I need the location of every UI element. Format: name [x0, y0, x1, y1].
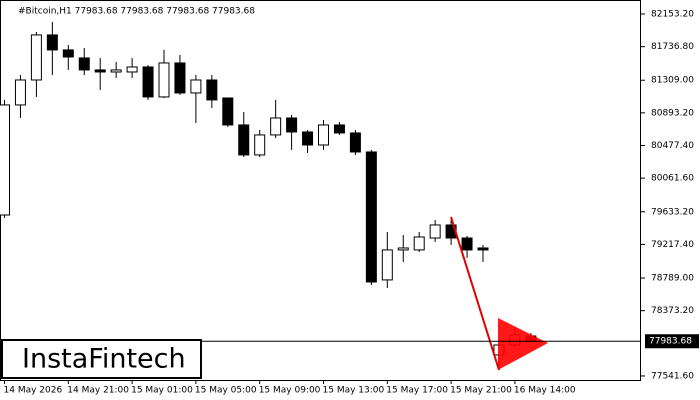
- y-tick-label: 80893.20: [651, 108, 694, 118]
- candle-body: [126, 66, 138, 73]
- candle-body: [477, 247, 489, 251]
- chart-title: #Bitcoin,H1 77983.68 77983.68 77983.68 7…: [18, 7, 255, 17]
- candle-body: [158, 62, 170, 98]
- x-tick-label: 15 May 13:00: [323, 386, 385, 396]
- pattern-line: [450, 216, 500, 371]
- candle-body: [461, 237, 473, 251]
- candle-body: [349, 132, 361, 153]
- candle-body: [397, 247, 409, 251]
- candle-body: [0, 104, 10, 216]
- candle-body: [206, 79, 218, 101]
- y-tick-label: 78789.00: [651, 274, 694, 284]
- candle-body: [429, 224, 441, 239]
- y-tick-label: 80061.60: [651, 174, 694, 184]
- candle-body: [14, 79, 26, 106]
- price-tag: [645, 334, 699, 349]
- brand-logo: InstaFintech: [22, 344, 186, 375]
- candle-body: [30, 34, 42, 81]
- y-tick-label: 78373.20: [651, 306, 694, 316]
- x-tick-label: 15 May 01:00: [131, 386, 193, 396]
- y-tick-label: 79633.20: [651, 207, 694, 217]
- x-tick-label: 15 May 17:00: [386, 386, 448, 396]
- candle-body: [270, 117, 282, 136]
- pennant-marker: [498, 318, 548, 370]
- x-tick-label: 14 May 2026: [4, 386, 63, 396]
- candle-body: [222, 97, 234, 126]
- candle-body: [318, 124, 329, 146]
- brand-box: [1, 339, 202, 379]
- candle-body: [302, 131, 314, 146]
- candle-layer: [0, 21, 537, 370]
- y-tick-label: 82153.20: [651, 9, 694, 19]
- y-tick-label: 80477.40: [651, 141, 694, 151]
- x-tick-label: 16 May 14:00: [514, 386, 576, 396]
- y-tick-label: 81736.80: [651, 42, 694, 52]
- candle-body: [78, 57, 90, 71]
- x-tick-label: 15 May 05:00: [195, 386, 257, 396]
- candle-body: [238, 124, 250, 156]
- candle-body: [365, 151, 377, 283]
- y-tick-label: 77541.60: [651, 371, 694, 381]
- candle-body: [333, 124, 345, 134]
- x-tick-label: 15 May 09:00: [259, 386, 321, 396]
- candle-body: [46, 34, 58, 51]
- x-tick-label: 15 May 21:00: [450, 386, 512, 396]
- x-tick-label: 14 May 21:00: [67, 386, 129, 396]
- y-tick-label: 79217.40: [651, 240, 694, 250]
- axis-layer: 82153.20 81736.80 81309.00 80893.20 80477.40…: [4, 9, 695, 395]
- candle-body: [190, 79, 202, 94]
- candle-body: [94, 69, 106, 73]
- price-label: 77983.68: [649, 337, 692, 347]
- candle-body: [62, 49, 74, 58]
- candle-body: [110, 69, 122, 73]
- candle-body: [286, 117, 298, 133]
- candle-body: [413, 236, 425, 251]
- candle-body: [254, 134, 266, 156]
- candle-body: [381, 249, 393, 281]
- y-tick-label: 81309.00: [651, 76, 694, 86]
- candle-body: [142, 66, 154, 98]
- plot-frame: [0, 0, 641, 381]
- candle-body: [174, 62, 186, 94]
